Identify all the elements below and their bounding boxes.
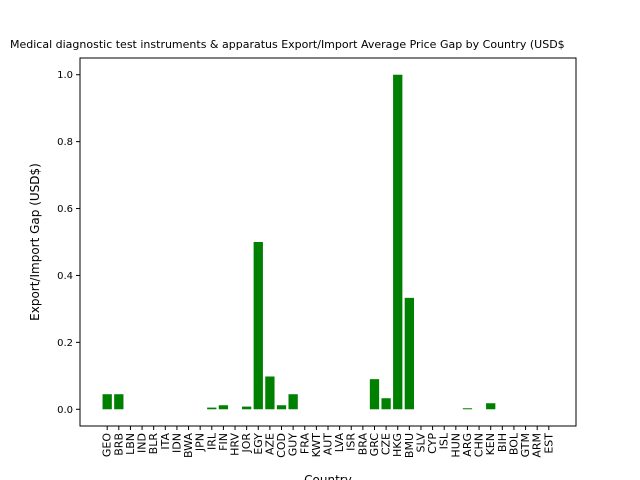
x-tick-label: BRA (356, 433, 369, 456)
x-tick-label: CHN (473, 433, 486, 457)
x-tick-label: ARM (531, 433, 544, 458)
chart-title: Medical diagnostic test instruments & ap… (10, 38, 565, 51)
x-tick-label: JOR (240, 433, 253, 454)
x-tick-label: ISR (345, 433, 358, 451)
bar (218, 405, 229, 410)
y-tick-label: 0.4 (57, 271, 73, 282)
x-tick-label: IDN (170, 433, 183, 453)
bar (462, 408, 473, 410)
x-tick-label: AZE (263, 433, 276, 455)
x-tick-label: AUT (322, 433, 335, 456)
y-tick-label: 0.6 (57, 204, 73, 215)
y-tick-label: 0.2 (57, 338, 73, 349)
x-tick-label: IRL (205, 432, 218, 450)
x-tick-label: ISL (438, 432, 451, 449)
bar (242, 406, 252, 410)
x-tick-label: KWT (310, 433, 323, 458)
bar (207, 407, 217, 410)
bar (265, 376, 275, 410)
x-tick-label: BRB (112, 433, 125, 456)
x-tick-label: BIH (496, 433, 509, 452)
bar (486, 403, 496, 410)
y-tick-label: 0.0 (57, 405, 73, 416)
x-tick-label: LVA (333, 433, 346, 453)
bar (276, 405, 287, 410)
x-tick-label: EGY (252, 433, 265, 455)
y-tick-label: 0.8 (57, 137, 73, 148)
x-tick-label: GEO (101, 433, 114, 457)
bar (253, 242, 263, 410)
bar (404, 297, 414, 410)
x-tick-label: FIN (217, 433, 230, 451)
y-axis-label: Export/Import Gap (USD$) (28, 163, 42, 321)
x-tick-label: SLV (414, 433, 427, 453)
x-tick-label: GUY (287, 433, 300, 457)
x-axis-label: Country (304, 473, 352, 480)
bar (114, 394, 124, 410)
x-tick-label: BOL (507, 432, 520, 455)
y-tick-label: 1.0 (57, 70, 73, 81)
x-tick-label: GTM (519, 433, 532, 457)
x-tick-label: BLR (147, 433, 160, 455)
bar (381, 398, 391, 410)
x-tick-label: EST (542, 433, 555, 454)
x-tick-label: IND (136, 433, 149, 453)
x-tick-label: ARG (461, 433, 474, 457)
x-tick-label: CZE (380, 433, 393, 455)
x-tick-label: JPN (194, 433, 207, 452)
x-tick-label: GRC (368, 433, 381, 457)
x-tick-label: FRA (298, 433, 311, 455)
x-tick-label: HRV (229, 433, 242, 456)
x-tick-label: CYP (426, 433, 439, 454)
x-tick-label: BWA (182, 433, 195, 458)
bar (288, 394, 298, 410)
bar (369, 379, 380, 410)
x-tick-label: COD (275, 433, 288, 458)
bar (393, 74, 403, 410)
bar (102, 394, 112, 410)
x-tick-label: LBN (124, 433, 137, 455)
x-tick-label: HKG (391, 433, 404, 457)
plot-frame (79, 57, 577, 427)
x-tick-label: HUN (449, 433, 462, 458)
x-tick-label: BMU (403, 433, 416, 458)
x-tick-label: KEN (484, 433, 497, 455)
x-tick-label: ITA (159, 433, 172, 450)
